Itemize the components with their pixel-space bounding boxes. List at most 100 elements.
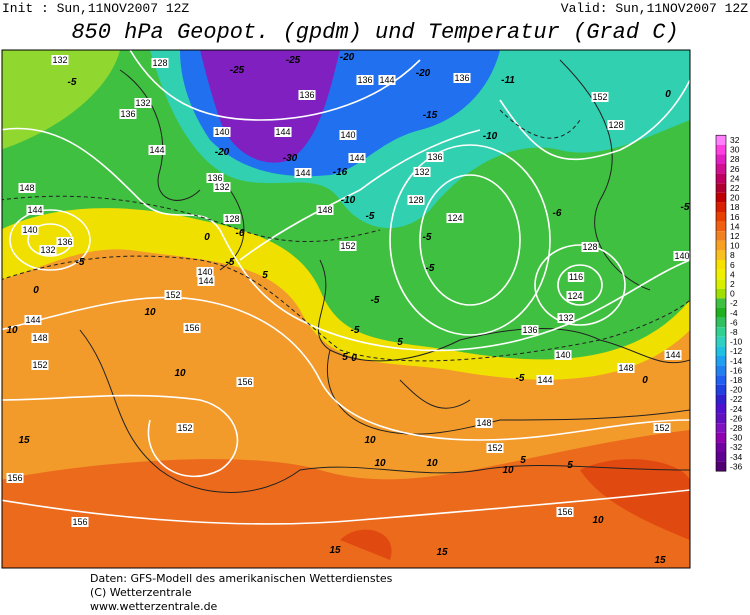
colorbar-label: 32 xyxy=(730,135,740,145)
geopotential-label: 148 xyxy=(476,418,491,428)
temperature-label: -16 xyxy=(333,167,348,178)
geopotential-label: 144 xyxy=(27,205,42,215)
label-box xyxy=(223,214,241,224)
colorbar-cell xyxy=(716,164,726,174)
colorbar-cell xyxy=(716,308,726,318)
colorbar-cell xyxy=(716,452,726,462)
colorbar-cell xyxy=(716,317,726,328)
geopotential-label: 132 xyxy=(214,182,229,192)
label-box xyxy=(298,90,316,100)
colorbar-cell xyxy=(716,144,726,155)
label-box xyxy=(151,58,169,68)
geopotential-label: 136 xyxy=(427,152,442,162)
colorbar-cell xyxy=(716,154,726,164)
colorbar-label: 0 xyxy=(730,289,735,299)
colorbar-cell xyxy=(716,394,726,404)
geopotential-label: 128 xyxy=(608,120,623,130)
geopotential-label: 132 xyxy=(135,98,150,108)
colorbar-label: 18 xyxy=(730,202,740,212)
label-box xyxy=(378,75,396,85)
label-box xyxy=(31,360,49,370)
colorbar-label: -16 xyxy=(730,365,743,375)
temperature-label: 5 xyxy=(262,270,268,281)
geopotential-label: 148 xyxy=(618,363,633,373)
colorbar-label: -32 xyxy=(730,442,743,452)
label-box xyxy=(339,241,357,251)
colorbar-label: 14 xyxy=(730,221,740,231)
colorbar-cell xyxy=(716,202,726,212)
colorbar-cell xyxy=(716,336,726,347)
geopotential-label: 124 xyxy=(567,291,582,301)
temperature-label: -5 xyxy=(371,295,380,306)
label-box xyxy=(31,333,49,343)
geopotential-label: 156 xyxy=(557,507,572,517)
colorbar-cell xyxy=(716,432,726,443)
temperature-label: 0 xyxy=(642,375,648,386)
label-box xyxy=(348,153,366,163)
colorbar-label: 28 xyxy=(730,154,740,164)
colorbar-cell xyxy=(716,183,726,193)
colorbar-cell xyxy=(716,269,726,280)
temperature-contours xyxy=(2,109,690,362)
geopotential-label: 128 xyxy=(582,242,597,252)
colorbar-cell xyxy=(716,365,726,376)
colorbar-label: -30 xyxy=(730,433,743,443)
colorbar-cell xyxy=(716,442,726,452)
temperature-label: -6 xyxy=(553,208,562,219)
label-box xyxy=(39,245,57,255)
temperature-label: 10 xyxy=(364,435,376,446)
label-box xyxy=(475,418,493,428)
colorbar-label: -12 xyxy=(730,346,743,356)
label-box xyxy=(164,290,182,300)
geopotential-label: 124 xyxy=(447,213,462,223)
label-box xyxy=(653,423,671,433)
colorbar-label: 30 xyxy=(730,145,740,155)
geopotential-label: 144 xyxy=(537,375,552,385)
valid-time: Valid: Sun,11NOV2007 12Z xyxy=(561,1,748,16)
colorbar-cell xyxy=(716,404,726,414)
geopotential-label: 132 xyxy=(40,245,55,255)
colorbar-label: -18 xyxy=(730,375,743,385)
geopotential-label: 116 xyxy=(569,272,583,282)
label-box xyxy=(617,363,635,373)
geopotential-label: 132 xyxy=(52,55,67,65)
label-box xyxy=(567,272,585,282)
temperature-label: 10 xyxy=(374,458,386,469)
label-box xyxy=(581,242,599,252)
colorbar-frame xyxy=(715,134,727,472)
colorbar-label: -28 xyxy=(730,423,743,433)
geopotential-label: 136 xyxy=(120,109,135,119)
colorbar-cell xyxy=(716,212,726,222)
colorbar-label: -34 xyxy=(730,452,743,462)
geopotential-label: 128 xyxy=(224,214,239,224)
temperature-label: -5 xyxy=(681,202,690,213)
temperature-label: -20 xyxy=(416,68,431,79)
label-box xyxy=(119,109,137,119)
colorbar-label: -8 xyxy=(730,327,738,337)
geopotential-label: 156 xyxy=(237,377,252,387)
label-box xyxy=(554,350,572,360)
temperature-label: -5 xyxy=(366,211,375,222)
colorbar-cell xyxy=(716,423,726,433)
label-box xyxy=(339,130,357,140)
colorbar-label: -24 xyxy=(730,404,743,414)
geopotential-label: 148 xyxy=(317,205,332,215)
cool-field xyxy=(2,50,120,150)
temperature-label: 0 xyxy=(204,232,210,243)
temperature-label: 0 xyxy=(33,285,39,296)
geopotential-label: 136 xyxy=(522,325,537,335)
frigid-field xyxy=(200,50,340,163)
label-box xyxy=(176,423,194,433)
temperature-label: 10 xyxy=(426,458,438,469)
colorbar-label: 16 xyxy=(730,212,740,222)
label-box xyxy=(664,350,682,360)
temperature-label: -11 xyxy=(501,75,515,86)
label-box xyxy=(294,168,312,178)
label-box xyxy=(236,377,254,387)
colorbar-cell xyxy=(716,240,726,251)
label-box xyxy=(213,182,231,192)
geopotential-label: 140 xyxy=(555,350,570,360)
footer-line: Daten: GFS-Modell des amerikanischen Wet… xyxy=(90,572,393,585)
